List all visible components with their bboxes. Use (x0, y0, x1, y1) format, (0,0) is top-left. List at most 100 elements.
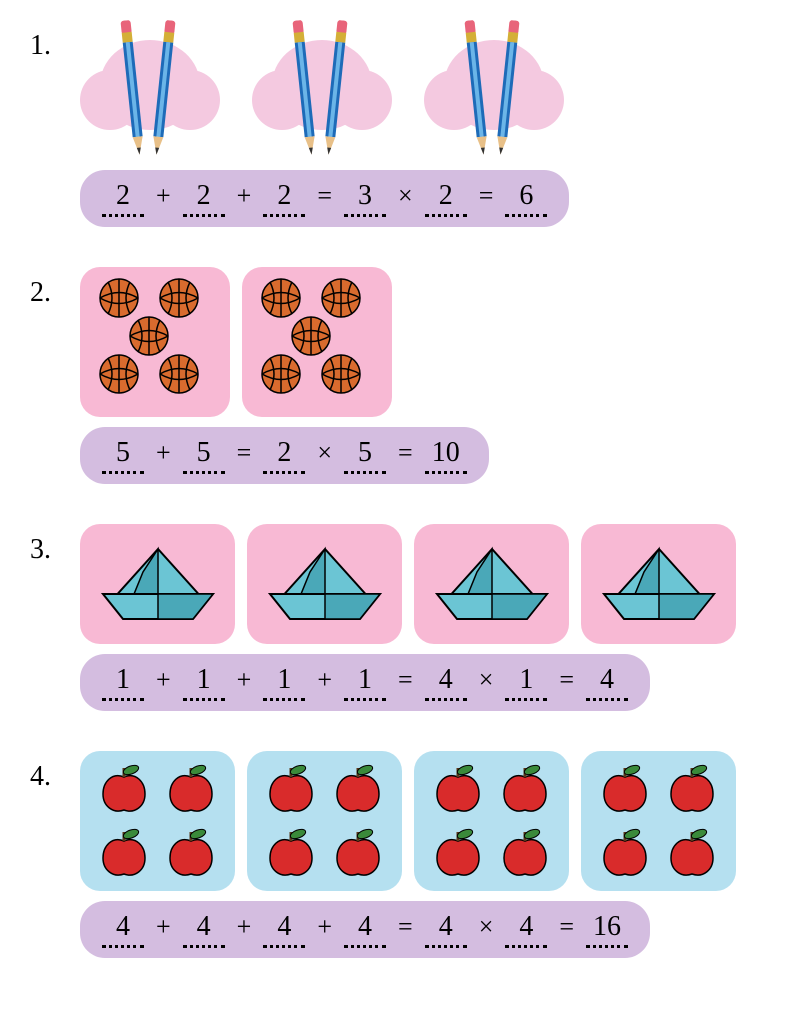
boat-group (80, 524, 235, 644)
visual-groups (80, 524, 776, 644)
boat-icon (98, 544, 218, 624)
apple-icon (97, 826, 152, 881)
basketball-icon (98, 353, 140, 395)
plus-operator: + (154, 912, 173, 942)
equals-operator: = (557, 912, 576, 942)
basketball-icon (290, 315, 332, 357)
visual-groups (80, 751, 776, 891)
apple-icon (97, 762, 152, 817)
apple-icon (598, 762, 653, 817)
problem-content: 1+1+1+1=4×1=4 (80, 524, 776, 711)
factor-blank: 4 (425, 911, 467, 948)
basketball-icon (158, 277, 200, 319)
factor-blank: 4 (505, 911, 547, 948)
boat-icon (265, 544, 385, 624)
addend-blank: 4 (102, 911, 144, 948)
pencil-group (252, 20, 412, 160)
addend-blank: 1 (263, 664, 305, 701)
equals-operator: = (477, 181, 496, 211)
plus-operator: + (154, 665, 173, 695)
addend-blank: 2 (263, 180, 305, 217)
basketball-icon (260, 353, 302, 395)
boat-group (581, 524, 736, 644)
problem-number: 4. (30, 751, 80, 958)
addend-blank: 4 (263, 911, 305, 948)
addend-blank: 4 (183, 911, 225, 948)
visual-groups (80, 20, 776, 160)
pencil-group (80, 20, 240, 160)
equals-operator: = (235, 438, 254, 468)
apple-icon (665, 762, 720, 817)
times-operator: × (315, 438, 334, 468)
result-blank: 6 (505, 180, 547, 217)
result-blank: 16 (586, 911, 628, 948)
problem-row: 2. (30, 267, 776, 484)
times-operator: × (396, 181, 415, 211)
plus-operator: + (235, 181, 254, 211)
factor-blank: 2 (425, 180, 467, 217)
plus-operator: + (235, 665, 254, 695)
basketball-icon (158, 353, 200, 395)
problem-content: 4+4+4+4=4×4=16 (80, 751, 776, 958)
apple-icon (331, 762, 386, 817)
apple-icon (431, 826, 486, 881)
problem-content: 5 +5 = 2 × 5 = 10 (80, 267, 776, 484)
equation-bar: 4+4+4+4=4×4=16 (80, 901, 650, 958)
apple-icon (498, 826, 553, 881)
basketball-icon (98, 277, 140, 319)
equation-bar: 1+1+1+1=4×1=4 (80, 654, 650, 711)
basketball-icon (320, 277, 362, 319)
addend-blank: 1 (183, 664, 225, 701)
apple-group (247, 751, 402, 891)
addend-blank: 5 (102, 437, 144, 474)
boat-group (247, 524, 402, 644)
result-blank: 10 (425, 437, 467, 474)
problem-content: 2+2+2=3×2=6 (80, 20, 776, 227)
problem-number: 1. (30, 20, 80, 227)
apple-icon (164, 762, 219, 817)
boat-icon (432, 544, 552, 624)
addend-blank: 1 (102, 664, 144, 701)
addend-blank: 2 (102, 180, 144, 217)
basketball-icon (260, 277, 302, 319)
addend-blank: 2 (183, 180, 225, 217)
problem-number: 3. (30, 524, 80, 711)
apple-icon (264, 826, 319, 881)
factor-blank: 1 (505, 664, 547, 701)
apple-icon (498, 762, 553, 817)
plus-operator: + (315, 665, 334, 695)
problem-row: 1. (30, 20, 776, 227)
pencil-group (424, 20, 584, 160)
apple-icon (431, 762, 486, 817)
apple-icon (331, 826, 386, 881)
equals-operator: = (315, 181, 334, 211)
basketball-icon (128, 315, 170, 357)
apple-icon (264, 762, 319, 817)
factor-blank: 2 (263, 437, 305, 474)
addend-blank: 1 (344, 664, 386, 701)
equals-operator: = (396, 912, 415, 942)
apple-icon (665, 826, 720, 881)
boat-group (414, 524, 569, 644)
visual-groups (80, 267, 776, 417)
times-operator: × (477, 912, 496, 942)
problem-row: 4. (30, 751, 776, 958)
basketball-group (80, 267, 230, 417)
addend-blank: 5 (183, 437, 225, 474)
plus-operator: + (235, 912, 254, 942)
problem-row: 3. 1+1+1+1=4×1=4 (30, 524, 776, 711)
factor-blank: 4 (425, 664, 467, 701)
times-operator: × (477, 665, 496, 695)
apple-icon (164, 826, 219, 881)
equals-operator: = (557, 665, 576, 695)
equation-bar: 2+2+2=3×2=6 (80, 170, 569, 227)
equals-operator: = (396, 438, 415, 468)
equals-operator: = (396, 665, 415, 695)
plus-operator: + (315, 912, 334, 942)
plus-operator: + (154, 181, 173, 211)
problem-number: 2. (30, 267, 80, 484)
apple-icon (598, 826, 653, 881)
factor-blank: 5 (344, 437, 386, 474)
plus-operator: + (154, 438, 173, 468)
apple-group (414, 751, 569, 891)
